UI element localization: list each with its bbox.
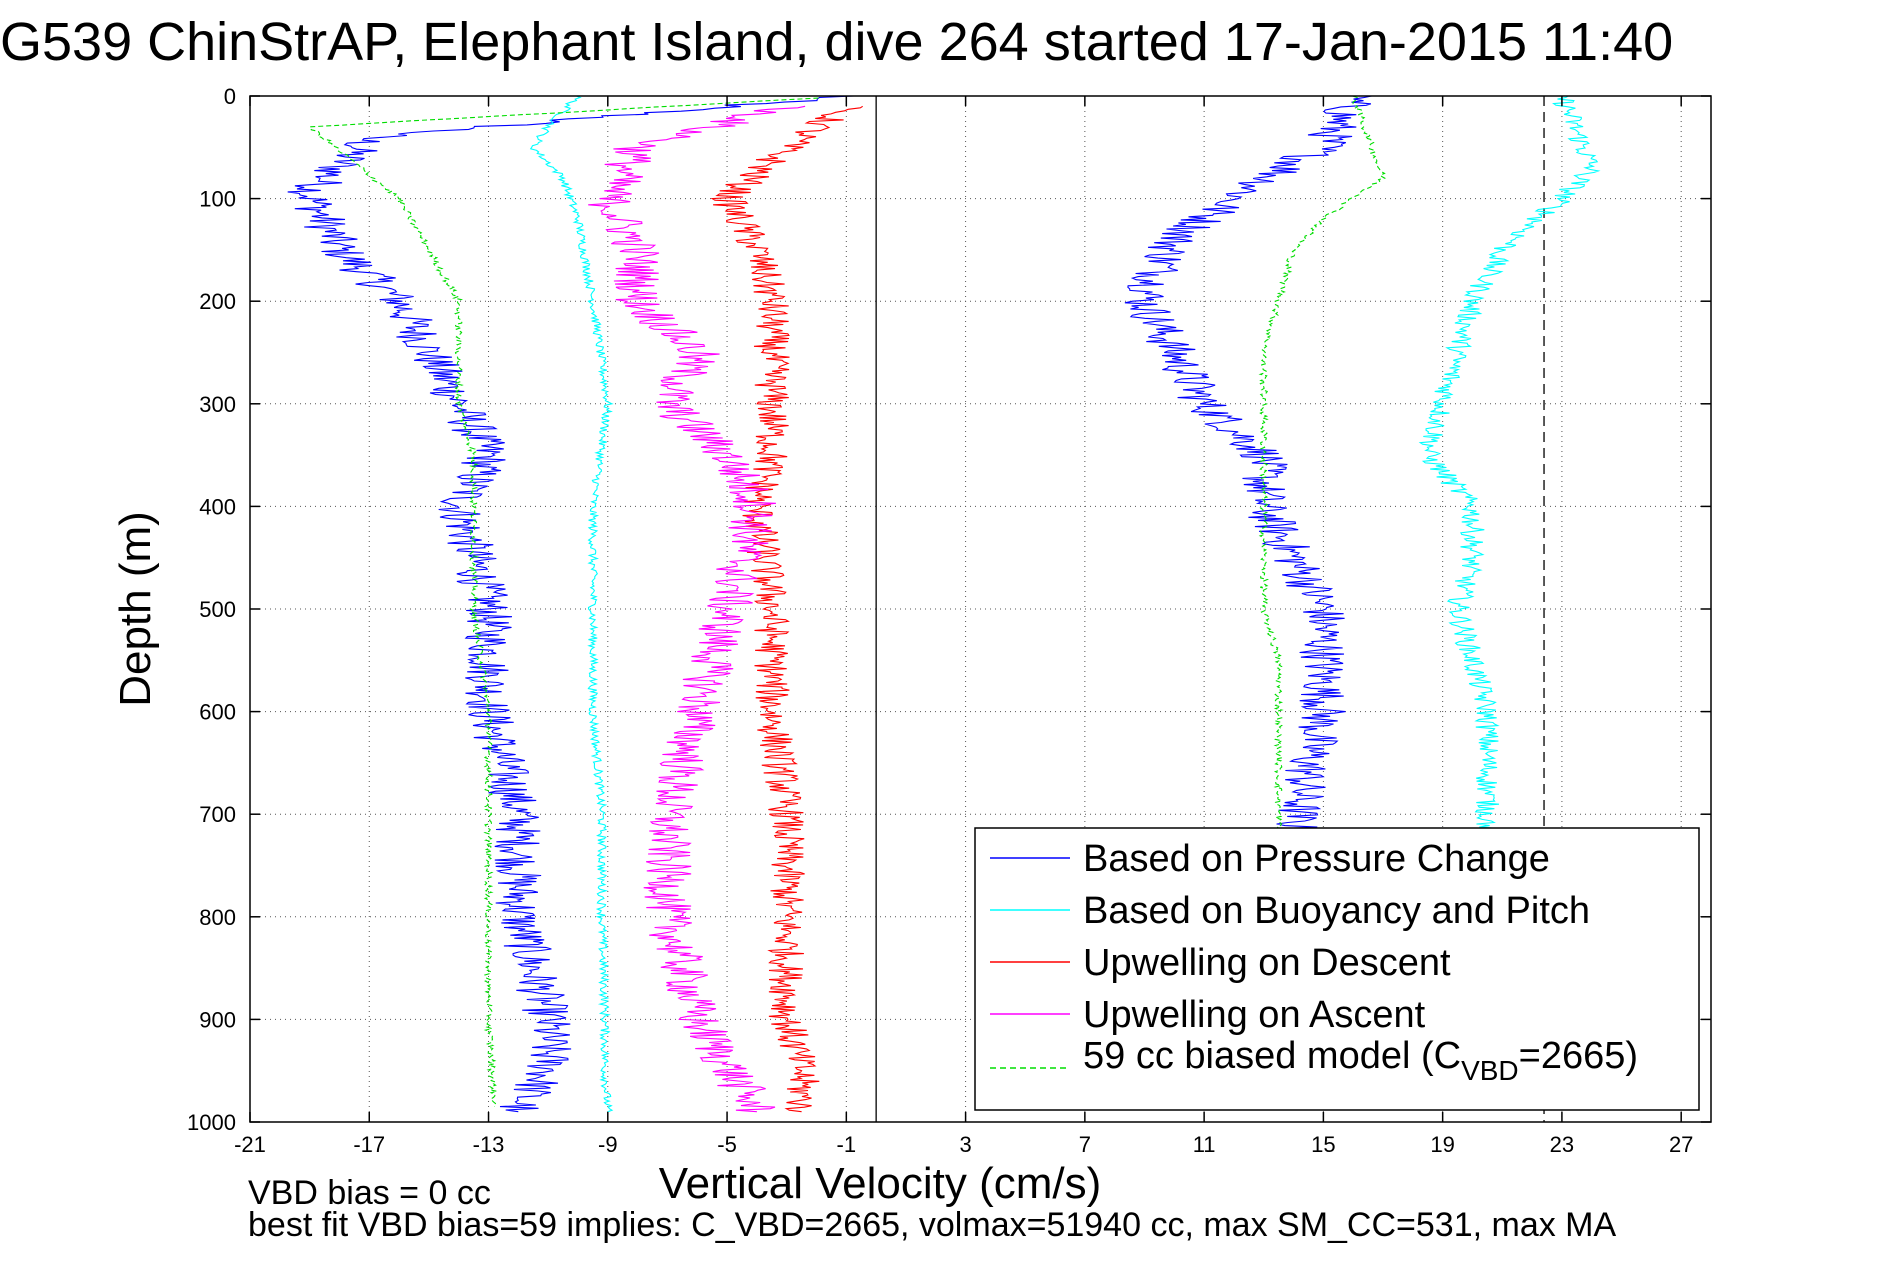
legend-label-pressure: Based on Pressure Change bbox=[1083, 838, 1550, 880]
x-tick-label: -5 bbox=[717, 1132, 737, 1157]
x-tick-label: 15 bbox=[1311, 1132, 1335, 1157]
y-axis-label: Depth (m) bbox=[111, 511, 160, 707]
legend-label-descent: Upwelling on Descent bbox=[1083, 942, 1451, 984]
legend-label-model-suffix: =2665) bbox=[1519, 1035, 1638, 1077]
x-axis-ticks: -21 -17 -13 -9 -5 -1 3 7 11 15 19 23 27 bbox=[234, 96, 1693, 1157]
footer-vbd-bias: VBD bias = 0 cc bbox=[248, 1174, 491, 1212]
x-tick-label: 27 bbox=[1669, 1132, 1693, 1157]
chart-title: G539 ChinStrAP, Elephant Island, dive 26… bbox=[0, 12, 1673, 72]
legend-box bbox=[974, 827, 1700, 1111]
series-line-1 bbox=[1124, 95, 1372, 836]
y-tick-label: 800 bbox=[199, 905, 236, 930]
legend-label-buoyancy: Based on Buoyancy and Pitch bbox=[1083, 890, 1590, 932]
x-tick-label: -9 bbox=[598, 1132, 618, 1157]
legend: Based on Pressure Change Based on Buoyan… bbox=[974, 827, 1700, 1111]
y-tick-label: 900 bbox=[199, 1007, 236, 1032]
y-tick-label: 300 bbox=[199, 392, 236, 417]
footer-best-fit: best fit VBD bias=59 implies: C_VBD=2665… bbox=[248, 1206, 1617, 1244]
y-tick-label: 0 bbox=[224, 84, 236, 109]
x-tick-label: 7 bbox=[1079, 1132, 1091, 1157]
y-axis-ticks: 0 100 200 300 400 500 600 700 800 900 1000 bbox=[187, 84, 1711, 1135]
legend-label-model: 59 cc biased model (CVBD=2665) bbox=[1083, 1035, 1638, 1086]
y-tick-label: 700 bbox=[199, 802, 236, 827]
y-tick-label: 500 bbox=[199, 597, 236, 622]
y-tick-label: 200 bbox=[199, 289, 236, 314]
x-tick-label: 23 bbox=[1550, 1132, 1574, 1157]
series-group bbox=[287, 95, 1601, 1113]
legend-label-ascent: Upwelling on Ascent bbox=[1083, 994, 1426, 1036]
series-line-3 bbox=[1418, 95, 1601, 836]
series-line-5 bbox=[588, 105, 806, 1113]
y-tick-label: 400 bbox=[199, 494, 236, 519]
x-tick-label: 3 bbox=[959, 1132, 971, 1157]
legend-label-model-subscript: VBD bbox=[1461, 1055, 1519, 1086]
y-tick-label: 1000 bbox=[187, 1110, 236, 1135]
series-line-0 bbox=[287, 95, 854, 1113]
series-line-2 bbox=[529, 95, 614, 1113]
x-tick-label: 11 bbox=[1193, 1132, 1216, 1157]
y-tick-label: 100 bbox=[199, 187, 236, 212]
x-tick-label: -1 bbox=[837, 1132, 857, 1157]
x-tick-label: -17 bbox=[353, 1132, 385, 1157]
x-tick-label: 19 bbox=[1430, 1132, 1454, 1157]
series-line-7 bbox=[1258, 95, 1387, 835]
x-axis-label: Vertical Velocity (cm/s) bbox=[659, 1159, 1102, 1208]
x-tick-label: -13 bbox=[473, 1132, 505, 1157]
x-tick-label: -21 bbox=[234, 1132, 266, 1157]
y-tick-label: 600 bbox=[199, 700, 236, 725]
legend-label-model-prefix: 59 cc biased model (C bbox=[1083, 1035, 1461, 1077]
series-line-4 bbox=[710, 105, 863, 1113]
